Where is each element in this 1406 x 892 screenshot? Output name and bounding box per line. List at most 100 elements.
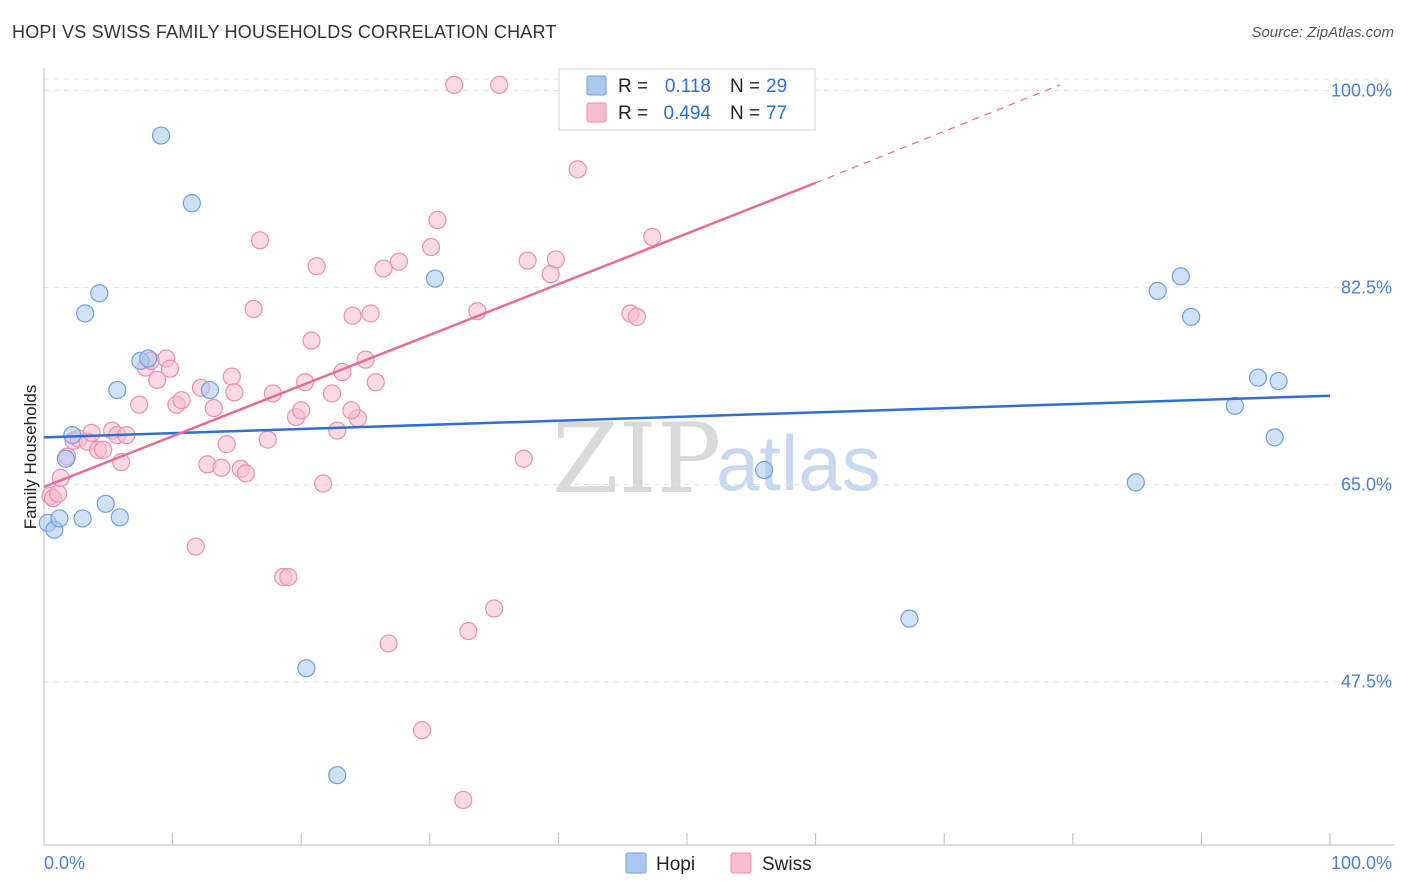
bottom-legend-hopi-label: Hopi <box>656 854 695 875</box>
swiss-point-65 <box>518 251 537 270</box>
swiss-point-33 <box>250 231 270 250</box>
watermark-atlas: atlas <box>716 419 881 507</box>
swiss-point-75 <box>342 401 361 420</box>
chart-title: HOPI VS SWISS FAMILY HOUSEHOLDS CORRELAT… <box>12 22 557 42</box>
bottom-legend-hopi-swatch <box>625 852 647 874</box>
legend-swiss-n-value: 77 <box>766 103 787 124</box>
swiss-point-63 <box>490 75 509 94</box>
y-tick-label-0: 100.0% <box>1331 81 1392 101</box>
swiss-point-59 <box>454 790 473 810</box>
hopi-points <box>38 126 1288 785</box>
hopi-point-6 <box>76 304 95 323</box>
swiss-point-52 <box>374 259 393 278</box>
hopi-point-12 <box>139 349 158 368</box>
swiss-trend-line <box>43 181 817 489</box>
swiss-point-28 <box>217 435 236 454</box>
swiss-point-37 <box>279 567 298 587</box>
swiss-point-42 <box>307 257 326 276</box>
hopi-point-14 <box>182 194 201 213</box>
swiss-point-67 <box>546 250 565 269</box>
hopi-point-18 <box>425 269 445 288</box>
correlation-legend: R = 0.118 N = 29 R = 0.494 N = 77 <box>558 68 816 131</box>
legend-swiss-r-label: R = <box>618 103 648 124</box>
hopi-point-26 <box>1248 368 1268 387</box>
swiss-point-62 <box>485 599 504 618</box>
swiss-point-41 <box>302 331 321 350</box>
swiss-point-72 <box>643 227 662 247</box>
swiss-point-23 <box>186 537 205 556</box>
swiss-point-68 <box>568 160 587 179</box>
swiss-point-51 <box>366 373 385 392</box>
legend-hopi-n-label: N = <box>730 76 760 97</box>
hopi-point-16 <box>297 659 316 678</box>
source-credit: Source: ZipAtlas.com <box>1251 24 1394 41</box>
trend-lines <box>43 84 1331 489</box>
legend-hopi-r-label: R = <box>618 76 648 97</box>
hopi-point-5 <box>73 509 92 528</box>
hopi-point-17 <box>328 766 347 785</box>
swiss-point-64 <box>514 449 533 468</box>
swiss-point-45 <box>328 421 347 440</box>
swiss-point-29 <box>222 367 241 386</box>
bottom-legend-swiss-swatch <box>730 852 752 874</box>
hopi-point-20 <box>900 609 919 628</box>
hopi-point-22 <box>1148 281 1167 301</box>
swiss-point-32 <box>244 299 263 319</box>
swiss-point-34 <box>258 430 277 449</box>
swiss-point-39 <box>292 401 311 420</box>
swiss-point-31 <box>236 464 256 483</box>
swiss-point-57 <box>428 210 447 230</box>
hopi-point-28 <box>1269 371 1288 391</box>
x-tick-label-max: 100.0% <box>1331 853 1392 873</box>
y-tick-label-2: 65.0% <box>1341 475 1392 495</box>
hopi-point-23 <box>1171 267 1190 286</box>
hopi-point-9 <box>108 380 127 400</box>
swiss-point-56 <box>421 237 441 257</box>
hopi-point-10 <box>110 508 129 527</box>
swiss-point-44 <box>322 384 342 403</box>
axes <box>43 68 1394 846</box>
bottom-legend-swiss-label: Swiss <box>762 854 812 875</box>
swiss-point-54 <box>389 252 409 271</box>
swiss-point-55 <box>412 721 432 740</box>
swiss-point-15 <box>130 395 149 414</box>
swiss-point-10 <box>94 440 113 459</box>
gridlines <box>44 78 1394 683</box>
swiss-point-53 <box>379 634 398 653</box>
swiss-point-50 <box>361 304 380 323</box>
hopi-point-21 <box>1126 473 1145 492</box>
swiss-point-26 <box>204 398 223 418</box>
swiss-point-60 <box>459 621 478 641</box>
hopi-point-2 <box>50 509 69 528</box>
swiss-point-27 <box>212 458 231 477</box>
swiss-point-20 <box>160 359 180 378</box>
swiss-point-71 <box>627 307 646 326</box>
hopi-point-24 <box>1182 307 1201 326</box>
hopi-point-13 <box>151 126 171 145</box>
x-tick-label-min: 0.0% <box>44 853 85 873</box>
swiss-point-2 <box>49 484 68 503</box>
legend-swiss-swatch <box>586 102 607 123</box>
legend-hopi-swatch <box>586 75 607 96</box>
swiss-trend-extension <box>815 84 1061 184</box>
y-tick-labels: 100.0% 82.5% 65.0% 47.5% <box>1331 81 1392 692</box>
legend-swiss-n-label: N = <box>730 103 760 124</box>
x-ticks <box>43 833 1331 845</box>
y-tick-label-3: 47.5% <box>1341 672 1392 692</box>
hopi-point-19 <box>755 460 774 480</box>
hopi-point-25 <box>1225 396 1244 415</box>
legend-hopi-n-value: 29 <box>766 76 787 97</box>
swiss-point-47 <box>343 306 362 325</box>
y-tick-label-1: 82.5% <box>1341 278 1392 298</box>
swiss-point-58 <box>445 75 464 94</box>
hopi-point-27 <box>1265 428 1284 447</box>
series-legend: Hopi Swiss <box>625 852 812 875</box>
y-axis-title: Family Households <box>21 385 40 530</box>
hopi-point-3 <box>56 449 75 468</box>
hopi-trend-line <box>43 394 1331 439</box>
hopi-point-15 <box>200 380 219 400</box>
swiss-point-8 <box>82 423 101 442</box>
legend-hopi-r-value: 0.118 <box>665 76 711 97</box>
swiss-point-22 <box>172 391 191 410</box>
